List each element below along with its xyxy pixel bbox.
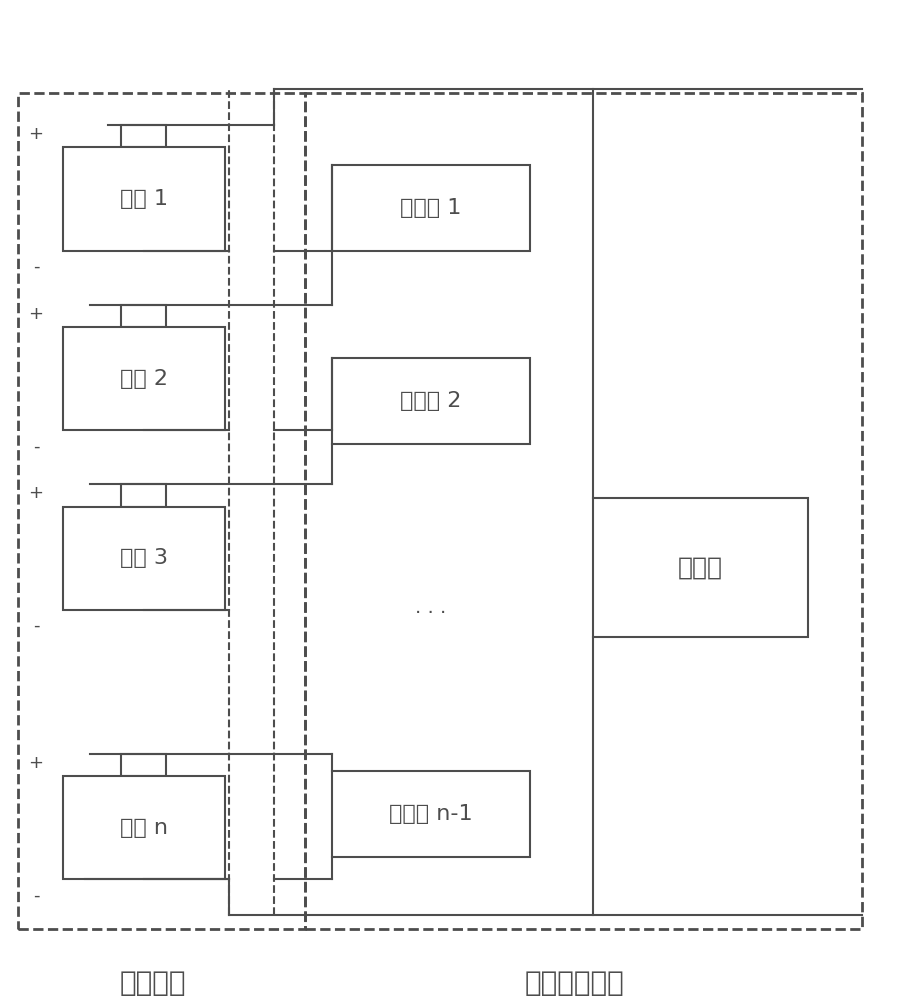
Text: 电池 1: 电池 1	[119, 189, 168, 209]
Text: +: +	[29, 484, 43, 502]
Bar	[63, 776, 224, 879]
Bar	[63, 147, 224, 251]
Text: +: +	[29, 754, 43, 772]
Bar	[593, 498, 808, 637]
Text: 电池 2: 电池 2	[119, 369, 168, 389]
Text: 电池 n: 电池 n	[119, 818, 168, 838]
Bar	[121, 484, 166, 507]
Text: -: -	[32, 886, 40, 904]
Text: 均衡器 1: 均衡器 1	[401, 198, 462, 218]
Bar	[305, 93, 862, 929]
Text: 锂电池组: 锂电池组	[119, 969, 186, 997]
Text: 组合充电系统: 组合充电系统	[524, 969, 625, 997]
Text: +: +	[29, 125, 43, 143]
Text: +: +	[29, 305, 43, 323]
Bar	[121, 754, 166, 776]
Bar	[332, 771, 530, 857]
Bar	[18, 93, 305, 929]
Bar	[63, 327, 224, 430]
Bar	[63, 507, 224, 610]
Text: 充电器: 充电器	[678, 555, 723, 579]
Bar	[121, 125, 166, 147]
Text: 电池 3: 电池 3	[119, 548, 168, 568]
Bar	[121, 305, 166, 327]
Bar	[332, 165, 530, 251]
Text: 均衡器 n-1: 均衡器 n-1	[389, 804, 473, 824]
Text: -: -	[32, 617, 40, 635]
Bar	[332, 358, 530, 444]
Text: -: -	[32, 437, 40, 455]
Text: -: -	[32, 258, 40, 276]
Text: 均衡器 2: 均衡器 2	[401, 391, 462, 411]
Text: . . .: . . .	[416, 598, 446, 617]
